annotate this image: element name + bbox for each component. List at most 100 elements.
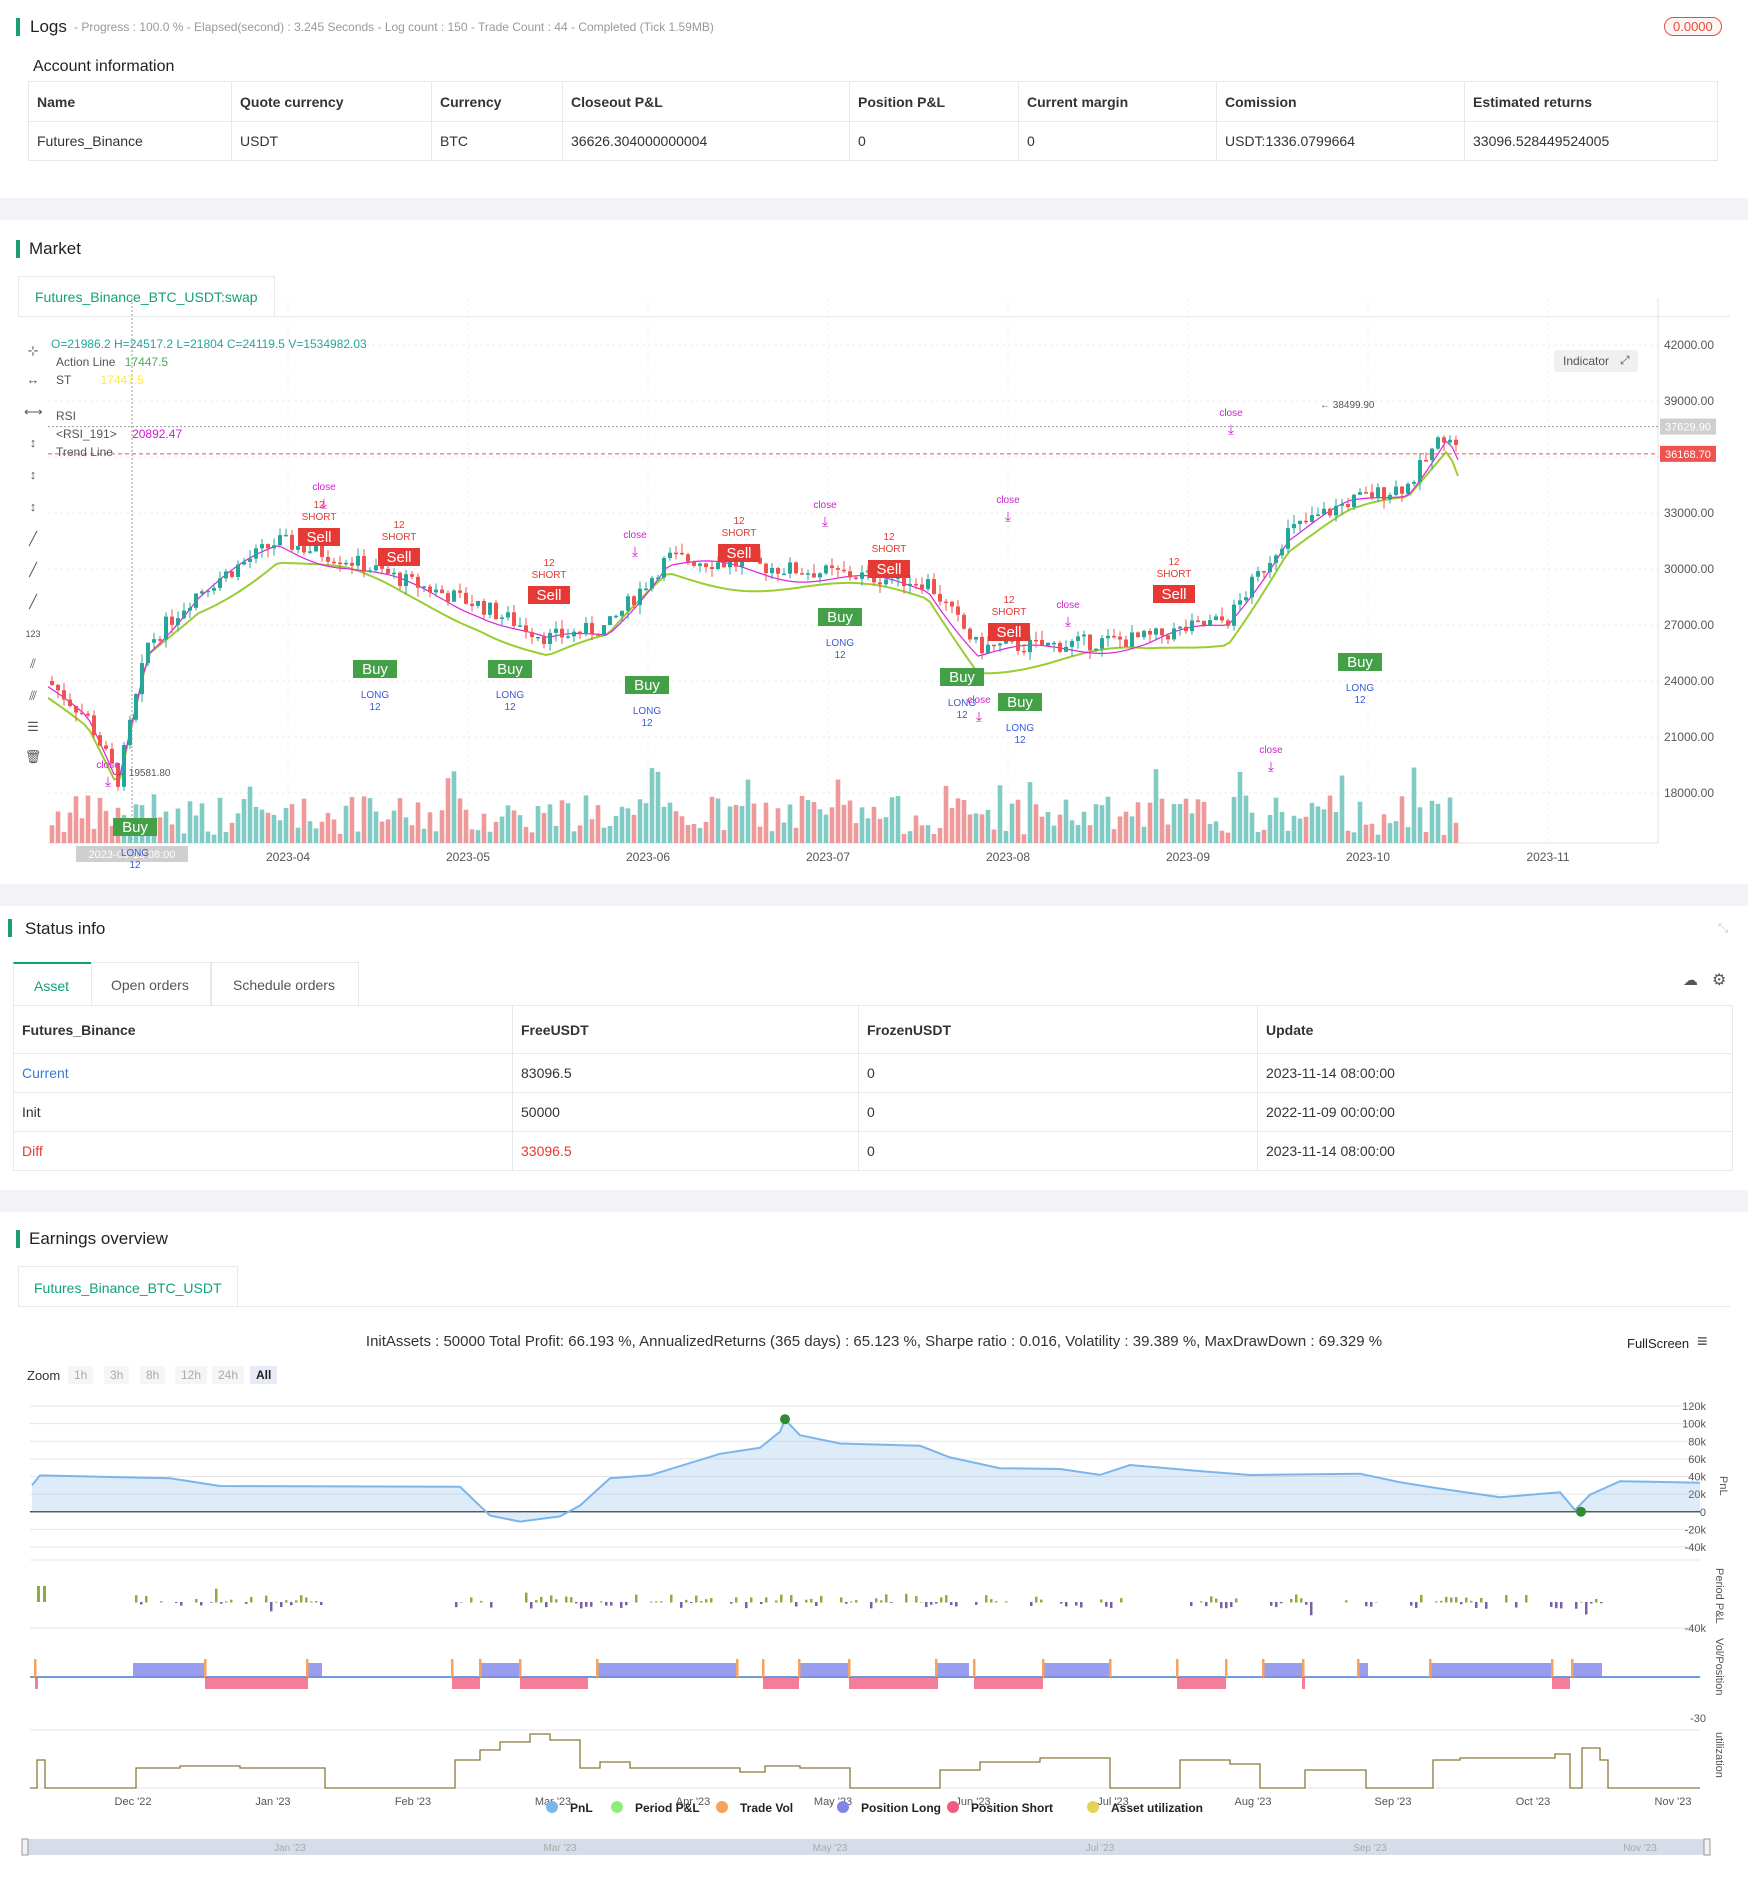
candle-body — [1076, 636, 1080, 641]
volume-bar — [391, 810, 397, 843]
account-title: Account information — [33, 58, 175, 75]
vertical-ray-icon[interactable]: ↕ — [29, 499, 37, 514]
trend-line-icon[interactable]: ╱ — [29, 531, 37, 546]
pnl-tick-label: -20k — [1685, 1524, 1707, 1536]
menu-icon[interactable]: ≡ — [1697, 1331, 1708, 1351]
vertical-segment-icon[interactable]: ↕ — [29, 467, 37, 482]
candle-body — [566, 636, 570, 638]
trade-vol-bar — [1571, 1659, 1574, 1677]
tab-asset[interactable]: Asset — [13, 962, 92, 1006]
close-label: close — [996, 495, 1020, 506]
volume-bar — [547, 804, 553, 843]
gear-icon[interactable]: ⚙ — [1712, 972, 1727, 989]
zoom-3h-button[interactable]: 3h — [104, 1366, 130, 1384]
volume-bar — [1201, 801, 1207, 843]
candle-body — [584, 622, 588, 635]
period-pnl-bar — [140, 1602, 143, 1605]
candle-body — [800, 573, 804, 575]
volume-bar — [331, 819, 337, 843]
earnings-chart[interactable]: 120k 100k 80k 60k 40k 20k 0 -20k -40k PnL -40k Peri… — [0, 1390, 1748, 1886]
volume-bar — [1159, 798, 1165, 843]
price-label-icon[interactable]: 123 — [25, 629, 41, 639]
period-pnl-bar — [245, 1602, 248, 1604]
close-label: close — [1219, 408, 1243, 419]
sell-signal-label: Sell — [1161, 586, 1186, 603]
period-pnl-bar — [1435, 1601, 1438, 1603]
candle-body — [974, 636, 978, 640]
volume-bar — [967, 814, 973, 843]
ray-line-icon[interactable]: ╱ — [29, 562, 37, 577]
volume-bar — [445, 778, 451, 843]
tab-schedule-orders[interactable]: Schedule orders — [211, 962, 359, 1005]
extended-line-icon[interactable]: ╱ — [29, 594, 37, 609]
sell-signal-box — [868, 560, 910, 578]
fullscreen-button[interactable]: FullScreen — [1627, 1336, 1690, 1351]
buy-signal-box — [818, 608, 862, 626]
period-pnl-bar — [270, 1602, 273, 1612]
volume-bar — [1327, 795, 1333, 843]
volume-bar — [469, 829, 475, 843]
period-pnl-bar — [1040, 1599, 1043, 1603]
period-pnl-bar — [315, 1601, 318, 1603]
zoom-8h-button[interactable]: 8h — [140, 1366, 166, 1384]
price-tick-label: 21000.00 — [1664, 730, 1714, 744]
candlestick-chart[interactable]: 42000.0039000.0036000.0033000.0030000.00… — [48, 298, 1738, 868]
candle-body — [458, 590, 462, 593]
tab-label: Open orders — [111, 977, 189, 993]
volume-bar — [1255, 831, 1261, 843]
cloud-download-icon[interactable]: ☁ — [1683, 972, 1698, 989]
candle-body — [320, 544, 324, 557]
period-pnl-bar — [535, 1600, 538, 1603]
candle-body — [1286, 528, 1290, 549]
zoom-12h-button[interactable]: 12h — [175, 1366, 208, 1384]
trade-vol-bar — [479, 1659, 482, 1677]
period-pnl-bar — [220, 1602, 223, 1604]
crosshair-icon[interactable]: ⊹ — [27, 343, 39, 358]
buy-signal-label: Buy — [634, 677, 660, 694]
volume-bar — [871, 806, 877, 843]
volume-bar — [535, 806, 541, 843]
long-label: LONG — [948, 698, 977, 709]
volume-bar — [559, 800, 565, 843]
pitchfork-icon[interactable]: ⫻ — [29, 688, 37, 703]
buy-signal-box — [113, 818, 157, 836]
volume-bar — [727, 806, 733, 843]
vertical-line-icon[interactable]: ↕ — [29, 435, 37, 450]
period-pnl-bar — [1590, 1602, 1593, 1604]
tab-open-orders[interactable]: Open orders — [91, 962, 211, 1005]
horizontal-line-icon[interactable]: ↔ — [26, 372, 40, 387]
volume-bar — [1345, 830, 1351, 843]
indicator-button[interactable]: Indicator ⤢ — [1554, 350, 1638, 372]
last-price-label: 36168.70 — [1665, 449, 1711, 461]
row-label: Init — [13, 1092, 513, 1132]
fib-retracement-icon[interactable]: ☰ — [27, 719, 39, 734]
volume-bar — [181, 833, 187, 843]
zoom-1h-button[interactable]: 1h — [68, 1366, 94, 1384]
volume-bar — [1033, 804, 1039, 843]
volume-bar — [541, 813, 547, 843]
zoom-24h-button[interactable]: 24h — [212, 1366, 245, 1384]
earnings-tab[interactable]: Futures_Binance_BTC_USDT — [18, 1266, 238, 1307]
volume-bar — [1261, 829, 1267, 843]
buy-signal-box — [353, 660, 397, 678]
volume-bar — [421, 828, 427, 843]
parallel-channel-icon[interactable]: ⫽ — [30, 656, 36, 671]
cursor-time-tag — [76, 846, 188, 862]
position-long-bar — [597, 1663, 737, 1677]
candle-body — [224, 571, 228, 579]
horizontal-ray-icon[interactable]: ⟷ — [24, 404, 43, 419]
time-tick-label: Oct '23 — [1516, 1796, 1551, 1808]
market-tab[interactable]: Futures_Binance_BTC_USDT:swap — [18, 276, 275, 317]
period-pnl-bar — [1515, 1602, 1518, 1608]
trash-icon[interactable]: 🗑 — [24, 749, 42, 764]
volume-bar — [1177, 803, 1183, 843]
low-mark-label: ← 19581.80 — [116, 768, 171, 779]
zoom-all-button[interactable]: All — [250, 1366, 278, 1384]
candle-body — [770, 567, 774, 574]
collapse-icon[interactable]: ⤡ — [1718, 920, 1729, 935]
volume-bar — [811, 801, 817, 843]
volume-bar — [1153, 769, 1159, 843]
volume-bar — [1339, 775, 1345, 843]
candle-body — [176, 618, 180, 625]
volume-bar — [493, 821, 499, 843]
